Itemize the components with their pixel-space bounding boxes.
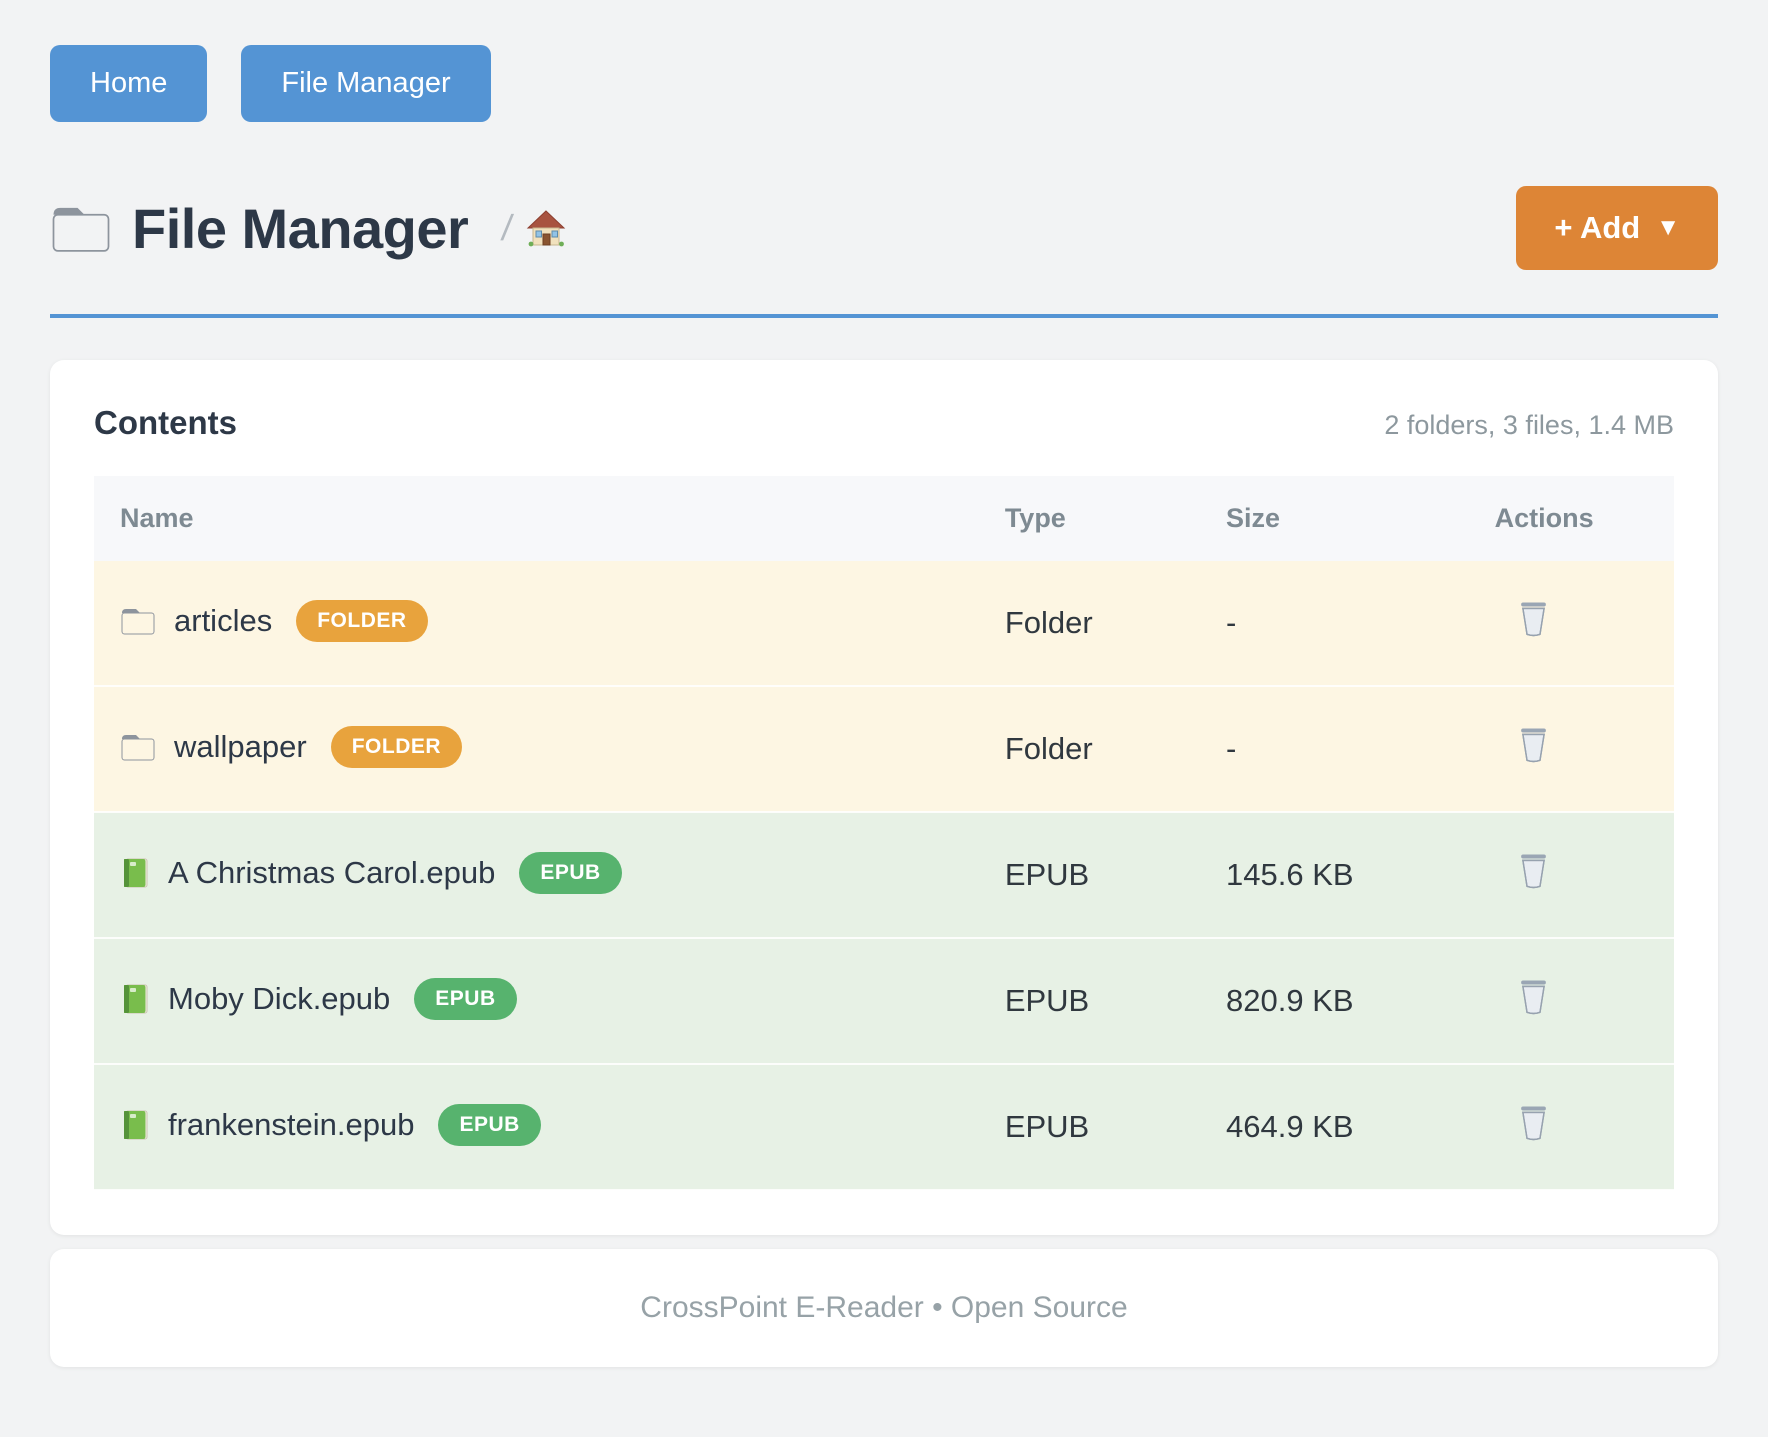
type-badge: FOLDER	[330, 726, 463, 768]
book-icon	[120, 1109, 150, 1141]
file-name[interactable]: articles	[174, 603, 273, 638]
file-type: Folder	[1004, 731, 1093, 766]
page-title: File Manager	[132, 196, 469, 260]
footer-text: CrossPoint E-Reader • Open Source	[640, 1291, 1128, 1324]
folder-icon	[120, 605, 156, 637]
file-manager-button[interactable]: File Manager	[241, 45, 491, 122]
file-name[interactable]: wallpaper	[174, 729, 307, 764]
page-header: File Manager / + Add ▼	[50, 186, 1718, 270]
delete-button[interactable]	[1517, 1104, 1550, 1142]
table-row[interactable]: frankenstein.epub EPUB EPUB 464.9 KB	[94, 1064, 1674, 1190]
trash-icon	[1517, 1104, 1550, 1142]
file-table: Name Type Size Actions articles FOLDER F…	[94, 476, 1674, 1191]
delete-button[interactable]	[1517, 978, 1550, 1016]
file-name[interactable]: A Christmas Carol.epub	[168, 855, 496, 890]
contents-heading: Contents	[94, 404, 237, 441]
chevron-down-icon: ▼	[1656, 214, 1680, 241]
delete-button[interactable]	[1517, 852, 1550, 890]
home-icon[interactable]	[526, 209, 566, 247]
table-row[interactable]: Moby Dick.epub EPUB EPUB 820.9 KB	[94, 938, 1674, 1064]
footer: CrossPoint E-Reader • Open Source	[50, 1249, 1718, 1367]
contents-card: Contents 2 folders, 3 files, 1.4 MB Name…	[50, 360, 1718, 1235]
column-header-name: Name	[120, 503, 194, 533]
trash-icon	[1517, 726, 1550, 764]
file-size: 464.9 KB	[1226, 1109, 1354, 1144]
type-badge: EPUB	[519, 852, 622, 894]
type-badge: EPUB	[414, 978, 517, 1020]
column-header-size: Size	[1226, 503, 1281, 533]
file-size: 820.9 KB	[1226, 983, 1354, 1018]
file-name[interactable]: frankenstein.epub	[168, 1107, 415, 1142]
file-type: EPUB	[1004, 983, 1090, 1018]
add-button[interactable]: + Add ▼	[1516, 186, 1718, 270]
folder-icon	[50, 201, 112, 256]
home-button[interactable]: Home	[50, 45, 208, 122]
table-row[interactable]: A Christmas Carol.epub EPUB EPUB 145.6 K…	[94, 812, 1674, 938]
table-row[interactable]: articles FOLDER Folder -	[94, 561, 1674, 686]
contents-summary: 2 folders, 3 files, 1.4 MB	[1384, 410, 1674, 440]
column-header-type: Type	[1004, 503, 1066, 533]
delete-button[interactable]	[1517, 726, 1550, 764]
file-size: -	[1226, 731, 1237, 766]
file-type: EPUB	[1004, 857, 1090, 892]
table-header-row: Name Type Size Actions	[94, 476, 1674, 561]
book-icon	[120, 983, 150, 1015]
file-type: EPUB	[1004, 1109, 1090, 1144]
folder-icon	[120, 731, 156, 763]
type-badge: EPUB	[438, 1104, 541, 1146]
trash-icon	[1517, 600, 1550, 638]
trash-icon	[1517, 978, 1550, 1016]
delete-button[interactable]	[1517, 600, 1550, 638]
trash-icon	[1517, 852, 1550, 890]
top-nav: Home File Manager	[50, 45, 1718, 122]
breadcrumb-separator: /	[499, 207, 516, 248]
title-divider	[50, 314, 1718, 318]
breadcrumb: /	[499, 207, 566, 249]
file-name[interactable]: Moby Dick.epub	[168, 981, 391, 1016]
file-size: -	[1226, 605, 1237, 640]
table-row[interactable]: wallpaper FOLDER Folder -	[94, 686, 1674, 812]
book-icon	[120, 857, 150, 889]
file-type: Folder	[1004, 605, 1093, 640]
add-button-label: + Add	[1554, 210, 1641, 245]
type-badge: FOLDER	[296, 600, 428, 642]
column-header-actions: Actions	[1494, 503, 1594, 533]
file-size: 145.6 KB	[1226, 857, 1354, 892]
